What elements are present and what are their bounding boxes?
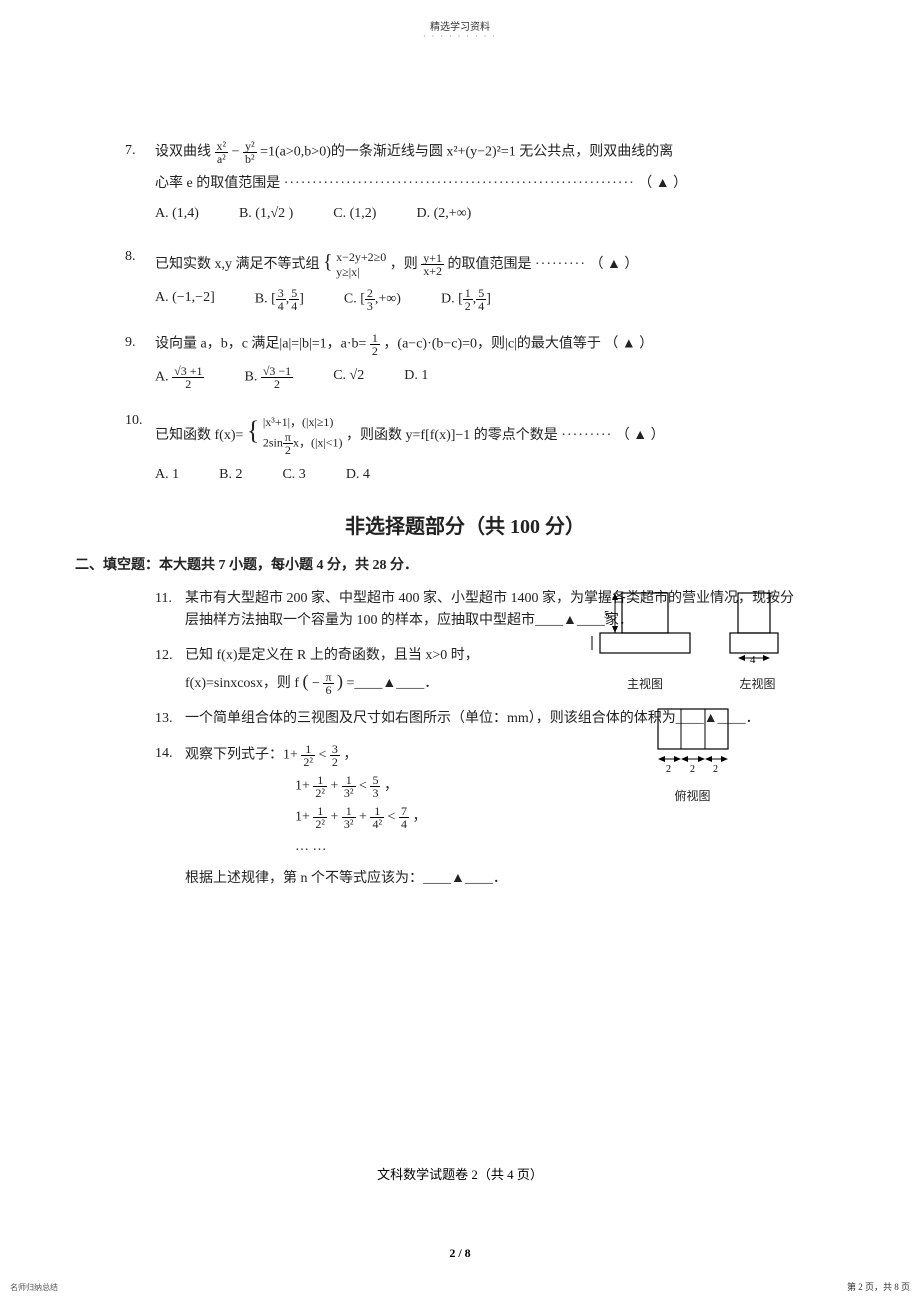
corner-left: 名师归纳总结 bbox=[10, 1282, 58, 1293]
f14-num: 14. bbox=[155, 743, 185, 891]
q10-num: 10. bbox=[125, 410, 155, 486]
header-title: 精选学习资料 bbox=[0, 18, 920, 33]
q10-body: 已知函数 f(x)= { |x³+1|，(|x|≥1) 2sinπ2x，(|x|… bbox=[155, 410, 805, 486]
q10-opt-a: A. 1 bbox=[155, 464, 179, 486]
q8-p3: 的取值范围是 bbox=[448, 257, 532, 272]
q8-body: 已知实数 x,y 满足不等式组 { x−2y+2≥0 y≥|x| ，则 y+1x… bbox=[155, 246, 805, 312]
question-7: 7. 设双曲线 x²a² − y²b² =1(a>0,b>0)的一条渐近线与圆 … bbox=[125, 140, 805, 226]
q7-eq2-den: b² bbox=[243, 153, 257, 165]
main-view-label: 主视图 bbox=[590, 675, 700, 694]
main-view-svg: 5 1 bbox=[590, 588, 700, 663]
q7-opt-b: B. (1,√2 ) bbox=[239, 203, 293, 225]
q7-opt-c: C. (1,2) bbox=[333, 203, 376, 225]
q7-dots: ········································… bbox=[284, 176, 635, 191]
corner-right: 第 2 页，共 8 页 bbox=[847, 1280, 910, 1293]
q7-opt-a: A. (1,4) bbox=[155, 203, 199, 225]
q7-paren: （ ▲ ） bbox=[638, 176, 687, 191]
f12-num: 12. bbox=[155, 645, 185, 697]
q9-fd: 2 bbox=[370, 345, 380, 357]
svg-text:2: 2 bbox=[713, 764, 718, 774]
q7-body: 设双曲线 x²a² − y²b² =1(a>0,b>0)的一条渐近线与圆 x²+… bbox=[155, 140, 805, 226]
q9-opt-a: A. √3 +12 bbox=[155, 365, 204, 390]
q10-p2: ，则函数 y=f[f(x)]−1 的零点个数是 bbox=[346, 428, 558, 443]
q10-c2pre: 2sin bbox=[263, 435, 283, 449]
three-view-diagram: 5 1 主视图 4 左视图 bbox=[580, 588, 805, 806]
q10-p1: 已知函数 f(x)= bbox=[155, 428, 243, 443]
q7-opt-d: D. (2,+∞) bbox=[416, 203, 471, 225]
page-footer: 文科数学试题卷 2（共 4 页） bbox=[0, 1164, 920, 1183]
f13-num: 13. bbox=[155, 708, 185, 730]
q10-paren: （ ▲ ） bbox=[616, 428, 665, 443]
q7-eq1-den: a² bbox=[215, 153, 229, 165]
q7-p3: 心率 e 的取值范围是 bbox=[155, 176, 280, 191]
q10-opt-b: B. 2 bbox=[219, 464, 242, 486]
q10-opt-c: C. 3 bbox=[282, 464, 305, 486]
q9-fn: 1 bbox=[370, 332, 380, 345]
q7-p2: =1(a>0,b>0)的一条渐近线与圆 x²+(y−2)²=1 无公共点，则双曲… bbox=[260, 145, 673, 160]
top-view-svg: 2 2 2 bbox=[638, 704, 748, 774]
q9-opt-b: B. √3 −12 bbox=[244, 365, 293, 390]
q8-opt-b: B. [34,54] bbox=[255, 287, 304, 312]
q7-num: 7. bbox=[125, 140, 155, 226]
top-view-label: 俯视图 bbox=[638, 787, 748, 806]
q8-opt-d: D. [12,54] bbox=[441, 287, 491, 312]
f11-num: 11. bbox=[155, 588, 185, 633]
q8-opt-c: C. [23,+∞) bbox=[344, 287, 401, 312]
q8-opt-a: A. (−1,−2] bbox=[155, 287, 215, 312]
q10-dots: ········· bbox=[561, 428, 612, 443]
subsection-title: 二、填空题：本大题共 7 小题，每小题 4 分，共 28 分． bbox=[75, 555, 805, 577]
question-9: 9. 设向量 a，b，c 满足|a|=|b|=1，a·b= 12 ，(a−c)·… bbox=[125, 332, 805, 390]
q9-opt-c: C. √2 bbox=[333, 365, 364, 390]
q9-body: 设向量 a，b，c 满足|a|=|b|=1，a·b= 12 ，(a−c)·(b−… bbox=[155, 332, 805, 390]
page-number: 2 / 8 bbox=[0, 1246, 920, 1261]
svg-text:4: 4 bbox=[750, 654, 756, 663]
q8-p1: 已知实数 x,y 满足不等式组 bbox=[155, 257, 320, 272]
q8-fd: x+2 bbox=[421, 265, 444, 277]
question-8: 8. 已知实数 x,y 满足不等式组 { x−2y+2≥0 y≥|x| ，则 y… bbox=[125, 246, 805, 312]
q9-p1: 设向量 a，b，c 满足|a|=|b|=1，a·b= bbox=[155, 337, 366, 352]
fill-section: 5 1 主视图 4 左视图 bbox=[125, 588, 805, 891]
main-content: 7. 设双曲线 x²a² − y²b² =1(a>0,b>0)的一条渐近线与圆 … bbox=[125, 140, 805, 902]
svg-text:5: 5 bbox=[604, 609, 610, 621]
q10-opt-d: D. 4 bbox=[346, 464, 370, 486]
q8-paren: （ ▲ ） bbox=[589, 257, 638, 272]
left-view-label: 左视图 bbox=[720, 675, 795, 694]
q9-opt-d: D. 1 bbox=[404, 365, 428, 390]
q7-p1: 设双曲线 bbox=[155, 145, 211, 160]
svg-text:2: 2 bbox=[666, 764, 671, 774]
left-view-svg: 4 bbox=[720, 588, 795, 663]
question-10: 10. 已知函数 f(x)= { |x³+1|，(|x|≥1) 2sinπ2x，… bbox=[125, 410, 805, 486]
section-title: 非选择题部分（共 100 分） bbox=[125, 511, 805, 543]
svg-text:2: 2 bbox=[690, 764, 695, 774]
q9-paren: （ ▲ ） bbox=[604, 337, 653, 352]
header-dots: · · · · · · · · · bbox=[0, 32, 920, 41]
q8-p2: ，则 bbox=[390, 257, 418, 272]
q10-case1: |x³+1|，(|x|≥1) bbox=[263, 415, 343, 431]
q8-case2: y≥|x| bbox=[336, 265, 386, 279]
q10-c2post: x，(|x|<1) bbox=[293, 435, 343, 449]
q8-dots: ········· bbox=[535, 257, 586, 272]
q9-p2: ，(a−c)·(b−c)=0，则|c|的最大值等于 bbox=[383, 337, 600, 352]
q9-num: 9. bbox=[125, 332, 155, 390]
q8-num: 8. bbox=[125, 246, 155, 312]
q8-case1: x−2y+2≥0 bbox=[336, 250, 386, 264]
